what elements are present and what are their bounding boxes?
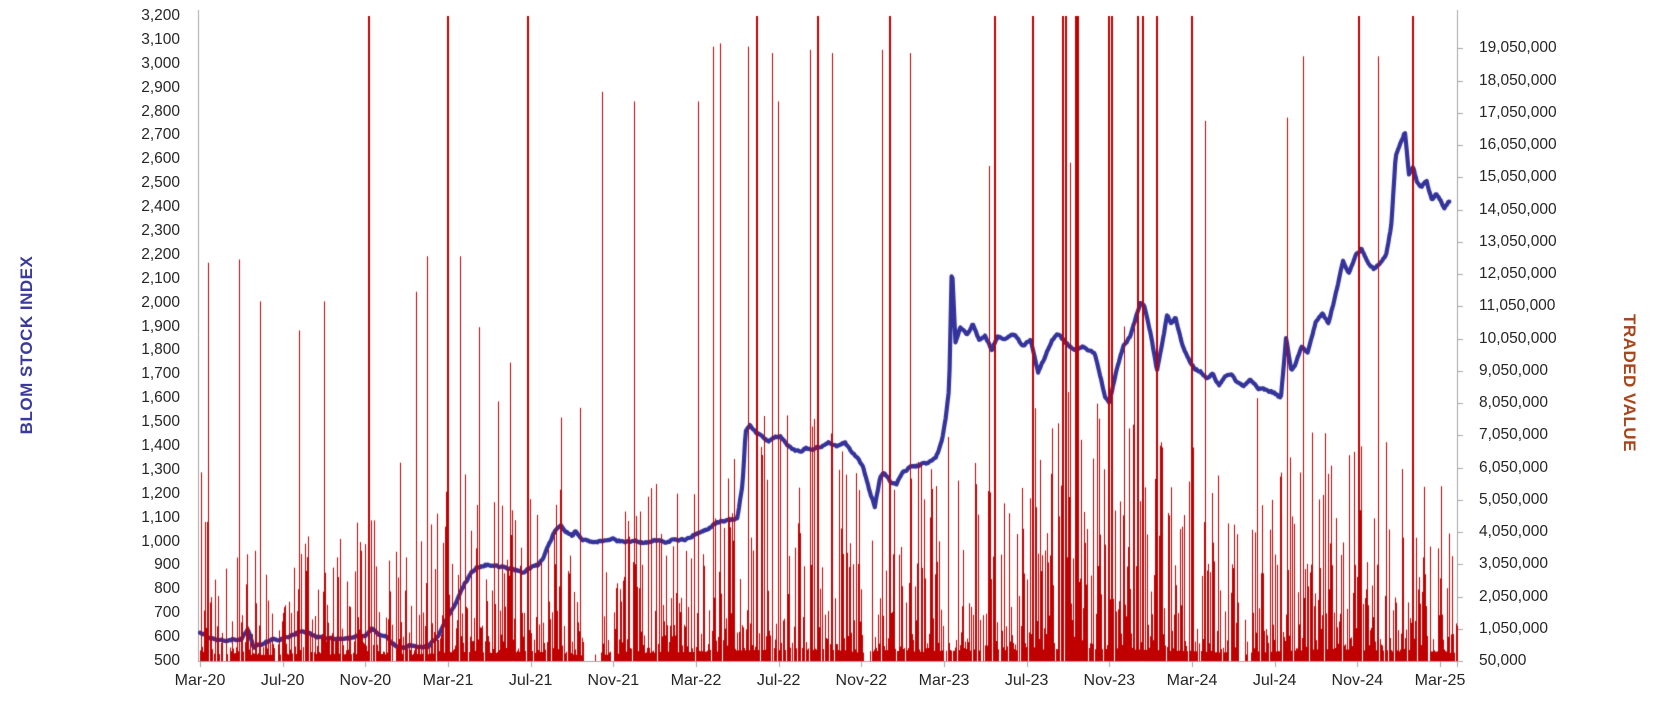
x-axis-tick-label: Nov-24 [1331,672,1384,689]
left-axis-tick-label: 2,300 [141,222,180,239]
x-axis-tick-label: Mar-20 [174,672,226,689]
right-axis-tick-label: 2,050,000 [1479,587,1548,605]
x-axis-tick-label: Mar-22 [670,672,722,689]
x-axis-tick-label: Jul-22 [756,672,801,689]
left-axis-tick-label: 2,500 [141,174,180,192]
right-axis-tick-label: 50,000 [1479,652,1527,669]
right-axis-tick-label: 17,050,000 [1479,103,1557,121]
left-axis-tick-label: 1,900 [141,317,180,335]
left-axis-tick-label: 3,100 [141,30,180,48]
left-axis-tick-label: 3,200 [141,7,180,24]
left-axis-tick-label: 1,800 [141,341,180,359]
x-axis-tick-label: Jul-24 [1252,672,1297,689]
right-axis-tick-label: 15,050,000 [1479,168,1557,186]
right-axis-tick-label: 13,050,000 [1479,232,1557,250]
x-axis-tick-label: Mar-23 [918,672,970,689]
x-axis-tick-label: Nov-23 [1083,672,1136,689]
right-axis-tick-label: 12,050,000 [1479,265,1557,282]
right-axis-tick-label: 11,050,000 [1479,297,1556,315]
x-axis-tick-label: Jul-23 [1004,672,1049,689]
x-axis-tick-label: Mar-24 [1166,672,1218,689]
left-axis-tick-label: 3,000 [141,54,180,72]
left-axis-tick-label: 700 [154,604,180,622]
right-axis-tick-label: 7,050,000 [1479,426,1548,444]
right-axis-tick-label: 14,050,000 [1479,200,1557,218]
left-axis-tick-label: 2,700 [141,126,180,144]
left-axis-tick-label: 2,400 [141,198,180,216]
right-axis-tick-label: 16,050,000 [1479,136,1557,153]
left-axis-tick-label: 800 [154,580,180,598]
left-axis-tick-label: 2,900 [141,78,180,96]
left-axis-tick-label: 900 [154,556,180,574]
right-axis-tick-label: 10,050,000 [1479,329,1557,347]
right-axis-tick-label: 8,050,000 [1479,394,1548,411]
left-axis-tick-label: 500 [154,652,180,669]
right-axis-tick-label: 1,050,000 [1479,619,1548,637]
left-axis-tick-label: 1,600 [141,389,180,407]
right-axis-tick-label: 6,050,000 [1479,458,1548,476]
left-axis-tick-label: 2,600 [141,150,180,168]
right-axis-tick-label: 9,050,000 [1479,361,1548,379]
left-axis-tick-label: 2,200 [141,245,180,263]
left-axis-tick-label: 1,400 [141,437,180,454]
left-axis-tick-label: 2,000 [141,293,180,311]
left-axis-tick-label: 1,500 [141,413,180,431]
right-axis-tick-label: 19,050,000 [1479,39,1557,57]
x-axis-tick-label: Nov-22 [835,672,888,689]
left-axis-tick-label: 1,200 [141,484,180,502]
left-axis-tick-label: 600 [154,628,180,646]
left-axis-tick-label: 1,700 [141,365,180,383]
left-axis-tick-label: 2,100 [141,269,180,287]
x-axis-tick-label: Nov-21 [587,672,640,689]
left-axis-tick-label: 1,000 [141,532,180,550]
right-axis-tick-label: 4,050,000 [1479,523,1548,540]
x-axis-tick-label: Nov-20 [339,672,392,689]
x-axis-tick-label: Jul-20 [260,672,305,689]
x-axis-tick-label: Jul-21 [508,672,553,689]
x-axis-tick-label: Mar-25 [1414,672,1466,689]
right-axis-tick-label: 5,050,000 [1479,490,1548,508]
right-axis-tick-label: 18,050,000 [1479,71,1557,89]
x-axis-tick-label: Mar-21 [422,672,474,689]
left-axis-tick-label: 2,800 [141,102,180,120]
left-axis-title: BLOM STOCK INDEX [17,255,36,435]
left-axis-tick-label: 1,300 [141,460,180,478]
right-axis-tick-label: 3,050,000 [1479,555,1548,573]
left-axis-tick-label: 1,100 [141,508,180,526]
right-axis-title: TRADED VALUE [1620,314,1639,452]
